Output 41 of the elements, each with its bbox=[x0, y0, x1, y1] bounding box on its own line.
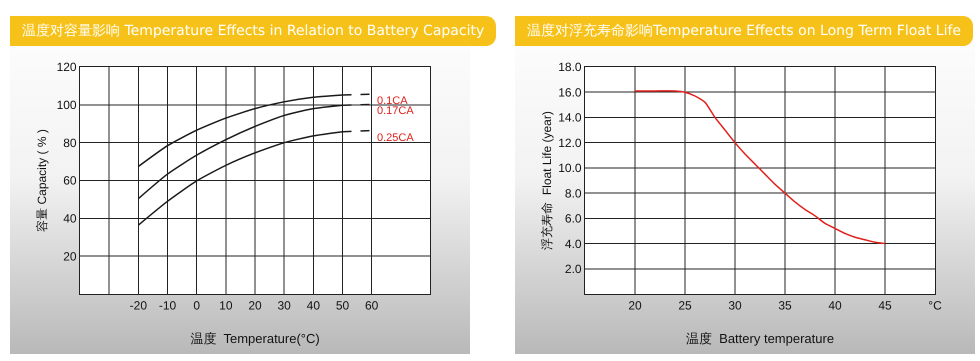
series-label: 0.25CA bbox=[377, 132, 414, 144]
y-tick-label: 18.0 bbox=[558, 60, 582, 74]
x-tick-label: 30 bbox=[277, 298, 292, 312]
line-series bbox=[634, 90, 886, 244]
x-axis-title: 温度 Temperature(°C) bbox=[190, 331, 320, 346]
series-label: 0.17CA bbox=[377, 105, 414, 117]
y-axis-title: 容量 Capacity ( % ) bbox=[35, 129, 49, 232]
y-tick-label: 12.0 bbox=[558, 136, 582, 150]
y-tick-label: 6.0 bbox=[564, 212, 582, 226]
x-tick-label: 45 bbox=[878, 298, 892, 312]
x-tick-label: 20 bbox=[628, 298, 642, 312]
x-tick-label: 25 bbox=[678, 298, 692, 312]
x-tick-label: 30 bbox=[728, 298, 742, 312]
x-tick-label: 40 bbox=[828, 298, 842, 312]
chart-title: 温度对容量影响 Temperature Effects in Relation to Battery Capacity bbox=[10, 16, 496, 46]
y-tick-label: 60 bbox=[63, 174, 77, 188]
x-tick-label: 40 bbox=[306, 298, 320, 312]
chart-title: 温度对浮充寿命影响Temperature Effects on Long Term Float Life bbox=[515, 16, 974, 46]
y-tick-label: 120 bbox=[56, 60, 77, 74]
y-tick-label: 14.0 bbox=[558, 110, 582, 125]
x-tick-label: 20 bbox=[248, 298, 262, 312]
y-tick-label: 100 bbox=[56, 98, 77, 112]
y-tick-label: 2.0 bbox=[564, 262, 582, 276]
y-axis-title: 浮充寿命 Float Life (year) bbox=[540, 111, 554, 250]
x-tick-label: °C bbox=[928, 298, 942, 312]
y-tick-label: 4.0 bbox=[564, 236, 582, 251]
y-tick-label: 16.0 bbox=[558, 85, 582, 100]
x-tick-label: 10 bbox=[219, 298, 233, 312]
y-tick-label: 8.0 bbox=[564, 186, 582, 200]
x-tick-label: 35 bbox=[778, 298, 792, 312]
x-tick-label: -20 bbox=[130, 298, 148, 312]
x-tick-label: 50 bbox=[336, 298, 350, 312]
y-tick-label: 20 bbox=[63, 249, 77, 264]
y-tick-label: 80 bbox=[63, 136, 77, 150]
x-tick-label: 60 bbox=[364, 298, 379, 312]
x-tick-label: -10 bbox=[158, 298, 176, 312]
x-axis-title: 温度 Battery temperature bbox=[686, 331, 834, 346]
y-tick-label: 40 bbox=[63, 212, 77, 226]
x-tick-label: 0 bbox=[193, 298, 200, 312]
y-tick-label: 10.0 bbox=[558, 161, 582, 176]
series-label: 0.1CA bbox=[377, 95, 408, 107]
